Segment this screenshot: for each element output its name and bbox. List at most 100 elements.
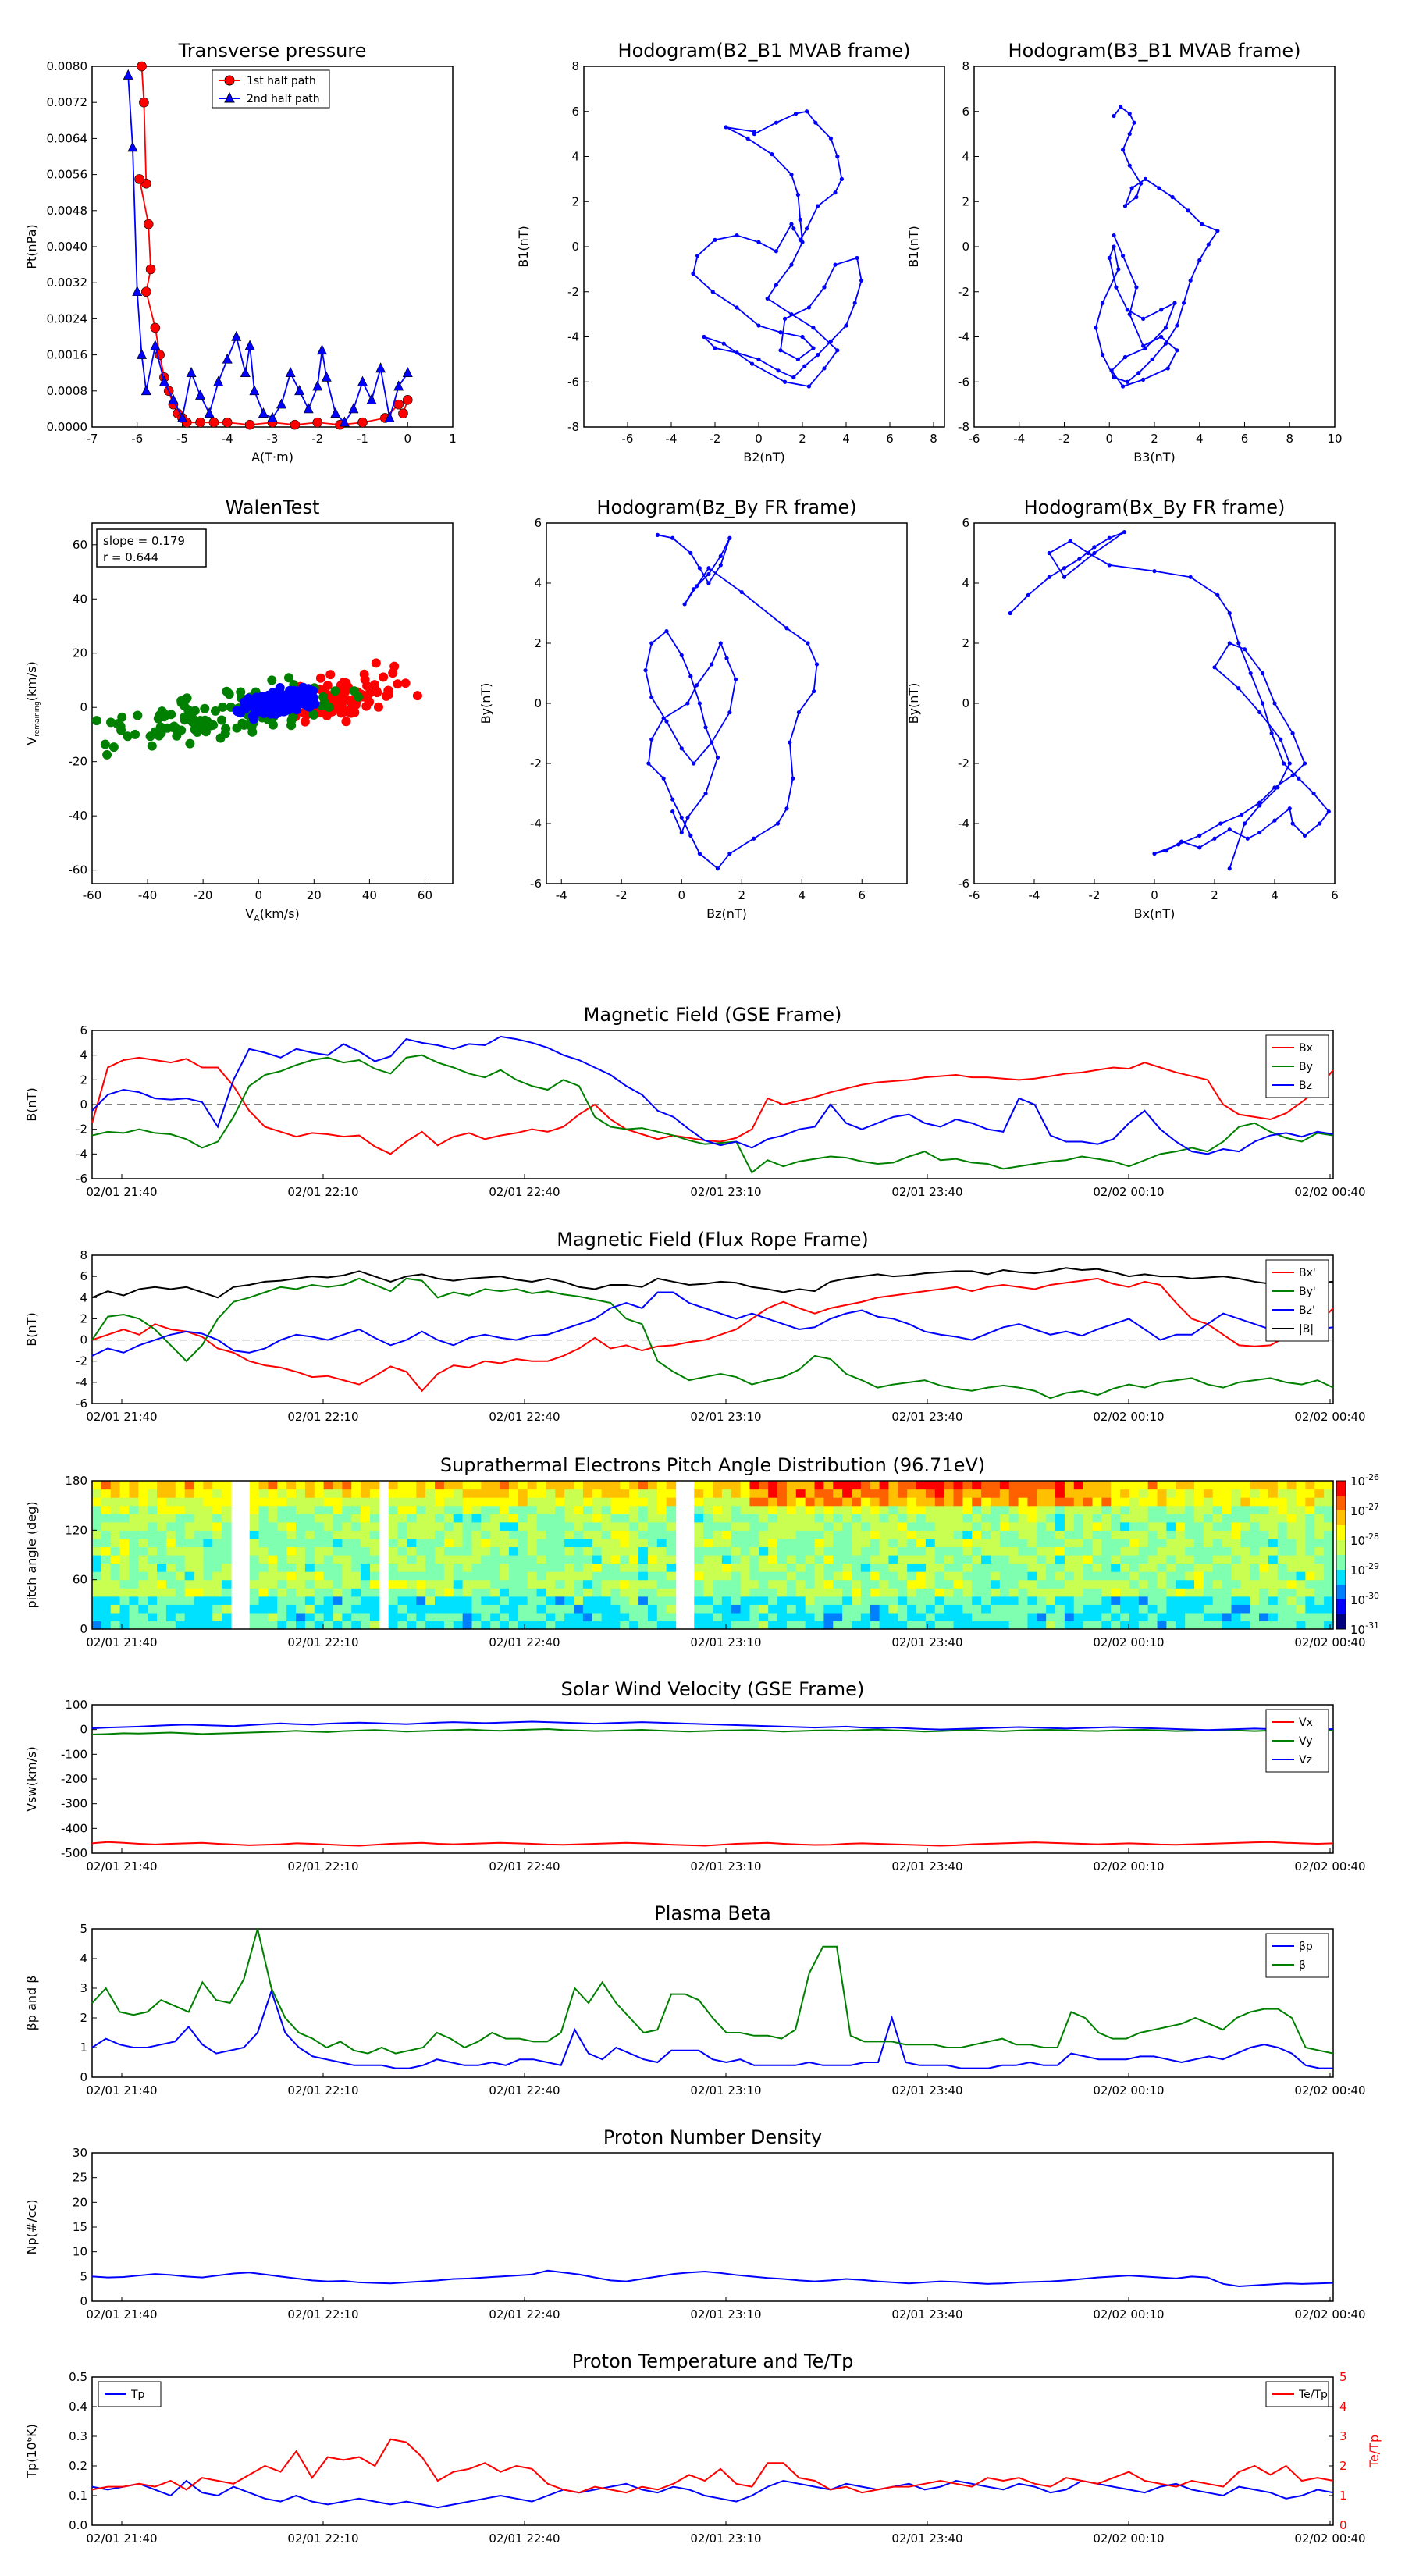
heatmap-cell: [286, 1481, 297, 1490]
heatmap-cell: [518, 1489, 528, 1498]
heatmap-cell: [110, 1621, 121, 1630]
heatmap-cell: [1157, 1530, 1168, 1539]
data-point-tp: [294, 385, 305, 396]
heatmap-cell: [342, 1596, 352, 1605]
heatmap-cell: [666, 1521, 677, 1531]
heatmap-cell: [805, 1555, 816, 1564]
heatmap-cell: [1240, 1621, 1250, 1630]
heatmap-cell: [1147, 1563, 1158, 1572]
heatmap-cell: [1055, 1521, 1065, 1531]
heatmap-cell: [1018, 1514, 1029, 1523]
heatmap-cell: [749, 1579, 759, 1589]
heatmap-cell: [944, 1604, 955, 1614]
heatmap-cell: [1092, 1579, 1102, 1589]
data-point-h2: [1163, 341, 1168, 346]
heatmap-cell: [453, 1588, 464, 1597]
heatmap-cell: [527, 1514, 538, 1523]
heatmap-cell: [916, 1563, 927, 1572]
heatmap-cell: [999, 1555, 1010, 1564]
plot-frame-temp: [91, 2376, 1334, 2526]
heatmap-cell: [1157, 1571, 1168, 1581]
heatmap-cell: [148, 1621, 158, 1630]
heatmap-cell: [1314, 1497, 1325, 1507]
heatmap-cell: [1027, 1596, 1037, 1605]
data-point-h1: [798, 217, 802, 222]
heatmap-cell: [582, 1497, 593, 1507]
heatmap-cell: [1286, 1546, 1297, 1556]
heatmap-cell: [212, 1489, 222, 1498]
heatmap-cell: [351, 1555, 361, 1564]
heatmap-cell: [323, 1489, 334, 1498]
heatmap-cell: [286, 1514, 297, 1523]
heatmap-cell: [101, 1588, 112, 1597]
heatmap-cell: [795, 1530, 806, 1539]
data-point-h2: [1181, 301, 1186, 305]
data-point-tp: [276, 398, 287, 409]
heatmap-cell: [1194, 1538, 1204, 1548]
heatmap-cell: [443, 1621, 454, 1630]
heatmap-cell: [1073, 1596, 1084, 1605]
data-point-wt: [108, 742, 119, 753]
data-point-h3: [679, 815, 684, 820]
heatmap-cell: [823, 1514, 834, 1523]
heatmap-cell: [786, 1530, 797, 1539]
heatmap-cell: [1083, 1546, 1094, 1556]
heatmap-cell: [833, 1596, 843, 1605]
heatmap-cell: [1037, 1621, 1047, 1630]
heatmap-cell: [490, 1596, 500, 1605]
heatmap-cell: [1250, 1514, 1260, 1523]
heatmap-cell: [907, 1604, 917, 1614]
heatmap-cell: [1286, 1604, 1297, 1614]
heatmap-cell: [129, 1555, 139, 1564]
data-point-wt: [349, 686, 359, 696]
heatmap-cell: [1185, 1521, 1195, 1531]
data-point-h3: [664, 719, 669, 724]
heatmap-cell: [823, 1489, 834, 1498]
heatmap-cell: [361, 1514, 371, 1523]
heatmap-cell: [1277, 1489, 1288, 1498]
heatmap-cell: [481, 1621, 491, 1630]
heatmap-cell: [916, 1596, 927, 1605]
heatmap-cell: [842, 1514, 852, 1523]
heatmap-cell: [175, 1521, 186, 1531]
heatmap-cell: [925, 1596, 936, 1605]
heatmap-cell: [777, 1530, 788, 1539]
heatmap-cell: [1277, 1596, 1288, 1605]
heatmap-cell: [1101, 1530, 1112, 1539]
heatmap-cell: [1008, 1588, 1019, 1597]
heatmap-cell: [369, 1538, 380, 1548]
heatmap-cell: [1129, 1538, 1140, 1548]
heatmap-cell: [888, 1521, 898, 1531]
heatmap-cell: [860, 1505, 871, 1514]
heatmap-cell: [286, 1538, 297, 1548]
heatmap-cell: [638, 1612, 649, 1622]
heatmap-cell: [833, 1514, 843, 1523]
heatmap-cell: [620, 1521, 630, 1531]
heatmap-cell: [925, 1481, 936, 1490]
heatmap-cell: [184, 1563, 195, 1572]
heatmap-cell: [1240, 1530, 1250, 1539]
y-tick-label-wt: -60: [69, 863, 88, 877]
heatmap-cell: [814, 1612, 824, 1622]
data-point-tp: [186, 367, 197, 378]
heatmap-cell: [1073, 1579, 1084, 1589]
heatmap-cell: [268, 1489, 278, 1498]
heatmap-cell: [1008, 1505, 1019, 1514]
data-point-h4: [1326, 809, 1331, 814]
heatmap-cell: [805, 1481, 816, 1490]
heatmap-cell: [888, 1571, 898, 1581]
heatmap-cell: [1018, 1596, 1029, 1605]
heatmap-cell: [1037, 1579, 1047, 1589]
heatmap-cell: [1101, 1596, 1112, 1605]
data-point-h1: [745, 136, 750, 141]
heatmap-cell: [990, 1497, 1001, 1507]
data-point-h3: [788, 740, 792, 745]
heatmap-cell: [907, 1521, 917, 1531]
heatmap-cell: [1073, 1555, 1084, 1564]
heatmap-cell: [629, 1538, 639, 1548]
data-point-h3: [688, 833, 693, 838]
heatmap-cell: [1176, 1481, 1186, 1490]
heatmap-cell: [148, 1546, 158, 1556]
heatmap-cell: [527, 1481, 538, 1490]
y-axis-label-mf: B(nT): [24, 1087, 39, 1121]
